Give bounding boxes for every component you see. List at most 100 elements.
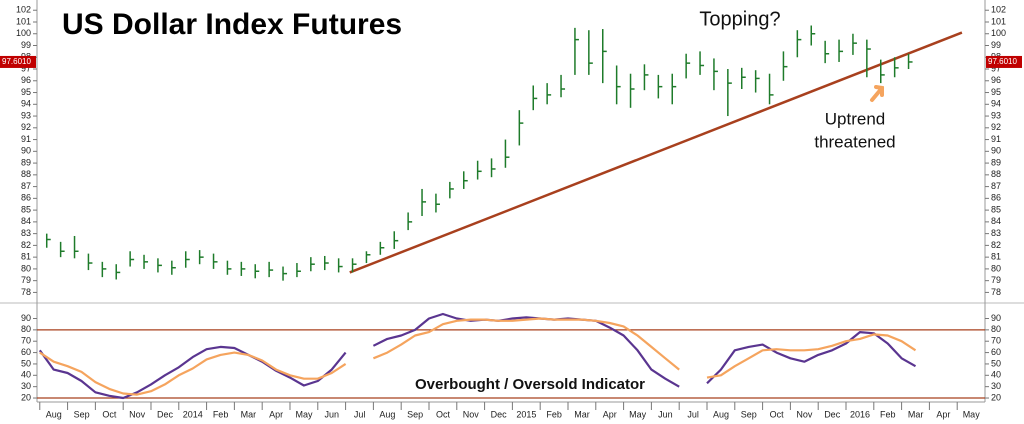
x-tick-label: Apr	[269, 409, 283, 419]
y-tick-label: 84	[991, 216, 1001, 226]
x-tick-label: Aug	[46, 409, 62, 419]
y-tick-label: 101	[991, 16, 1006, 26]
y-tick-label: 50	[21, 358, 31, 368]
y-tick-label: 88	[21, 169, 31, 179]
annotation: threatened	[814, 132, 895, 151]
y-tick-label: 30	[21, 381, 31, 391]
last-value-label: 97.6010	[2, 57, 31, 66]
x-tick-label: May	[963, 409, 981, 419]
x-tick-label: 2016	[850, 409, 870, 419]
y-tick-label: 96	[991, 75, 1001, 85]
y-tick-label: 99	[21, 40, 31, 50]
x-tick-label: Jul	[687, 409, 699, 419]
y-tick-label: 100	[991, 28, 1006, 38]
x-tick-label: Oct	[436, 409, 451, 419]
y-tick-label: 60	[21, 347, 31, 357]
y-tick-label: 96	[21, 75, 31, 85]
x-tick-label: Apr	[936, 409, 950, 419]
y-tick-label: 80	[21, 324, 31, 334]
y-tick-label: 91	[991, 134, 1001, 144]
y-tick-label: 80	[991, 324, 1001, 334]
x-tick-label: Nov	[796, 409, 813, 419]
y-tick-label: 102	[991, 5, 1006, 15]
x-tick-label: Aug	[379, 409, 395, 419]
last-value-label: 97.6010	[988, 57, 1017, 66]
chart-title: US Dollar Index Futures	[62, 8, 402, 41]
y-tick-label: 83	[21, 228, 31, 238]
y-tick-label: 80	[21, 263, 31, 273]
x-tick-label: Feb	[213, 409, 229, 419]
x-tick-label: Sep	[407, 409, 423, 419]
x-tick-label: Oct	[102, 409, 117, 419]
x-tick-label: Sep	[74, 409, 90, 419]
y-tick-label: 79	[991, 275, 1001, 285]
x-tick-label: 2015	[516, 409, 536, 419]
y-tick-label: 82	[991, 240, 1001, 250]
x-tick-label: Mar	[574, 409, 590, 419]
arrow	[870, 85, 884, 102]
y-tick-label: 92	[991, 122, 1001, 132]
y-tick-label: 95	[991, 87, 1001, 97]
y-tick-label: 82	[21, 240, 31, 250]
y-tick-label: 91	[21, 134, 31, 144]
x-tick-label: Feb	[546, 409, 562, 419]
x-tick-label: Sep	[741, 409, 757, 419]
y-tick-label: 90	[21, 146, 31, 156]
y-tick-label: 30	[991, 381, 1001, 391]
y-tick-label: 20	[21, 392, 31, 402]
last-value-box	[986, 55, 1022, 68]
y-tick-label: 40	[21, 370, 31, 380]
y-tick-label: 101	[16, 16, 31, 26]
trendline	[349, 31, 963, 274]
x-tick-label: Oct	[770, 409, 785, 419]
x-tick-label: Dec	[491, 409, 508, 419]
x-tick-label: Feb	[880, 409, 896, 419]
y-tick-label: 99	[991, 40, 1001, 50]
y-tick-label: 87	[991, 181, 1001, 191]
y-tick-label: 86	[991, 193, 1001, 203]
y-tick-label: 93	[991, 110, 1001, 120]
y-tick-label: 94	[21, 99, 31, 109]
y-tick-label: 87	[21, 181, 31, 191]
y-tick-label: 40	[991, 370, 1001, 380]
x-tick-label: Dec	[824, 409, 841, 419]
x-tick-label: Jul	[354, 409, 366, 419]
y-tick-label: 78	[991, 287, 1001, 297]
x-tick-label: May	[629, 409, 647, 419]
y-tick-label: 85	[21, 204, 31, 214]
y-tick-label: 95	[21, 87, 31, 97]
y-tick-label: 70	[991, 336, 1001, 346]
x-tick-label: May	[295, 409, 313, 419]
y-tick-label: 83	[991, 228, 1001, 238]
oscillator-line	[39, 317, 917, 396]
x-tick-label: Jun	[658, 409, 673, 419]
y-tick-label: 50	[991, 358, 1001, 368]
x-tick-label: Nov	[129, 409, 146, 419]
y-tick-label: 70	[21, 336, 31, 346]
y-tick-label: 100	[16, 28, 31, 38]
y-tick-label: 90	[21, 313, 31, 323]
y-tick-label: 89	[21, 157, 31, 167]
y-tick-label: 94	[991, 99, 1001, 109]
x-tick-label: Apr	[603, 409, 617, 419]
last-value-box	[0, 55, 36, 68]
y-tick-label: 90	[991, 146, 1001, 156]
annotation: Overbought / Oversold Indicator	[415, 376, 645, 393]
y-tick-label: 102	[16, 5, 31, 15]
y-tick-label: 84	[21, 216, 31, 226]
y-tick-label: 78	[21, 287, 31, 297]
annotation: Topping?	[699, 8, 780, 30]
y-tick-label: 97	[991, 63, 1001, 73]
y-tick-label: 85	[991, 204, 1001, 214]
annotation: Uptrend	[825, 109, 885, 128]
y-tick-label: 93	[21, 110, 31, 120]
y-tick-label: 81	[21, 252, 31, 262]
y-tick-label: 80	[991, 263, 1001, 273]
x-tick-label: Jun	[325, 409, 340, 419]
x-tick-label: 2014	[183, 409, 203, 419]
y-tick-label: 90	[991, 313, 1001, 323]
y-tick-label: 89	[991, 157, 1001, 167]
x-tick-label: Nov	[463, 409, 480, 419]
y-tick-label: 81	[991, 252, 1001, 262]
